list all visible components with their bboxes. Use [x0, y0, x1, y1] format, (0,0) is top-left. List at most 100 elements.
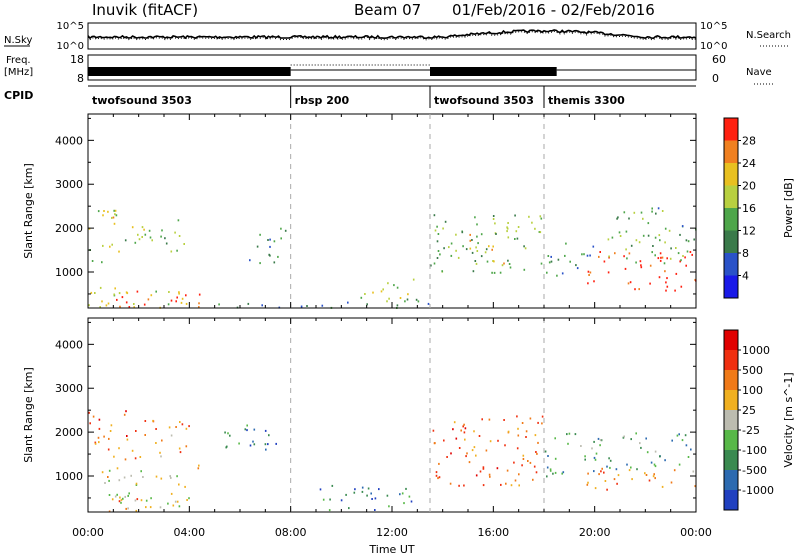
range-cell	[598, 473, 600, 476]
range-cell	[125, 301, 128, 304]
range-cell	[654, 254, 656, 257]
range-cell	[654, 477, 656, 480]
range-cell	[386, 300, 388, 303]
range-cell	[460, 429, 462, 432]
range-cell	[198, 293, 201, 296]
range-cell	[113, 293, 115, 296]
range-cell	[473, 446, 476, 449]
colorbar-tick-label: 1000	[742, 344, 770, 357]
range-cell	[437, 233, 440, 235]
range-cell	[611, 236, 614, 239]
range-cell	[134, 457, 137, 460]
range-cell	[168, 291, 170, 293]
range-cell	[492, 218, 495, 220]
range-cell	[331, 484, 334, 487]
range-cell	[176, 500, 179, 503]
colorbar-tick-label: -25	[742, 424, 760, 437]
range-cell	[661, 485, 664, 488]
colorbar-swatch	[724, 253, 738, 276]
range-cell	[499, 271, 502, 274]
range-cell	[247, 302, 250, 305]
range-cell	[159, 451, 161, 454]
colorbar-tick-label: 20	[742, 180, 756, 193]
range-cell	[107, 210, 109, 213]
colorbar-tick-label: -1000	[742, 484, 774, 497]
colorbar-swatch	[724, 185, 738, 208]
range-cell	[606, 488, 608, 491]
range-cell	[569, 260, 571, 263]
range-cell	[378, 488, 380, 491]
range-cell	[586, 483, 589, 486]
range-cell	[685, 444, 688, 447]
range-cell	[480, 255, 483, 258]
range-cell	[647, 234, 650, 237]
range-cell	[347, 301, 349, 304]
range-cell	[152, 419, 154, 422]
range-cell	[405, 487, 407, 490]
nsky-tick-hi: 10^5	[57, 21, 84, 32]
y-tick-label: 3000	[55, 178, 83, 191]
range-cell	[328, 509, 331, 512]
range-cell	[670, 481, 673, 484]
range-cell	[654, 465, 657, 468]
range-cell	[508, 263, 511, 265]
range-cell	[492, 260, 494, 262]
range-cell	[120, 501, 122, 504]
range-cell	[550, 260, 553, 263]
y-tick-label: 3000	[55, 382, 83, 395]
range-cell	[603, 260, 606, 263]
range-cell	[118, 292, 121, 295]
range-cell	[514, 479, 517, 482]
x-tick-label: 00:00	[72, 526, 104, 539]
range-cell	[485, 449, 488, 452]
range-cell	[692, 470, 695, 473]
range-cell	[160, 455, 162, 458]
range-cell	[280, 237, 282, 240]
range-cell	[684, 256, 686, 259]
range-cell	[90, 291, 93, 294]
range-cell	[148, 229, 151, 232]
range-cell	[134, 499, 137, 502]
range-cell	[546, 466, 549, 469]
range-cell	[88, 411, 90, 414]
range-cell	[145, 499, 148, 502]
range-cell	[468, 461, 471, 464]
range-cell	[108, 479, 110, 482]
range-cell	[137, 233, 139, 236]
range-cell	[547, 455, 549, 457]
range-cell	[469, 239, 472, 242]
station-title: Inuvik (fitACF)	[92, 1, 198, 19]
range-cell	[353, 491, 356, 494]
range-cell	[141, 226, 144, 229]
nsearch-tick-hi: 10^5	[700, 21, 727, 32]
range-cell	[535, 451, 537, 453]
range-cell	[540, 262, 543, 265]
range-cell	[179, 451, 182, 454]
range-cell	[631, 478, 633, 481]
range-cell	[139, 456, 142, 458]
range-cell	[665, 281, 667, 284]
range-cell	[185, 294, 187, 297]
range-cell	[622, 436, 625, 439]
range-cell	[110, 424, 113, 427]
range-cell	[471, 251, 474, 254]
nsearch-tick-lo: 10^0	[700, 41, 727, 52]
range-cell	[306, 305, 308, 307]
range-cell	[170, 299, 173, 302]
range-cell	[143, 228, 145, 231]
range-cell	[625, 230, 628, 233]
range-cell	[639, 442, 641, 445]
range-cell	[689, 251, 692, 253]
range-cell	[669, 257, 672, 260]
range-cell	[118, 250, 120, 253]
range-cell	[144, 420, 147, 422]
range-cell	[475, 474, 478, 477]
range-cell	[109, 430, 112, 432]
range-cell	[594, 487, 597, 490]
range-cell	[360, 296, 363, 299]
range-cell	[253, 428, 256, 431]
range-cell	[179, 421, 181, 423]
range-cell	[442, 227, 444, 230]
range-cell	[115, 214, 118, 217]
range-cell	[629, 281, 632, 284]
